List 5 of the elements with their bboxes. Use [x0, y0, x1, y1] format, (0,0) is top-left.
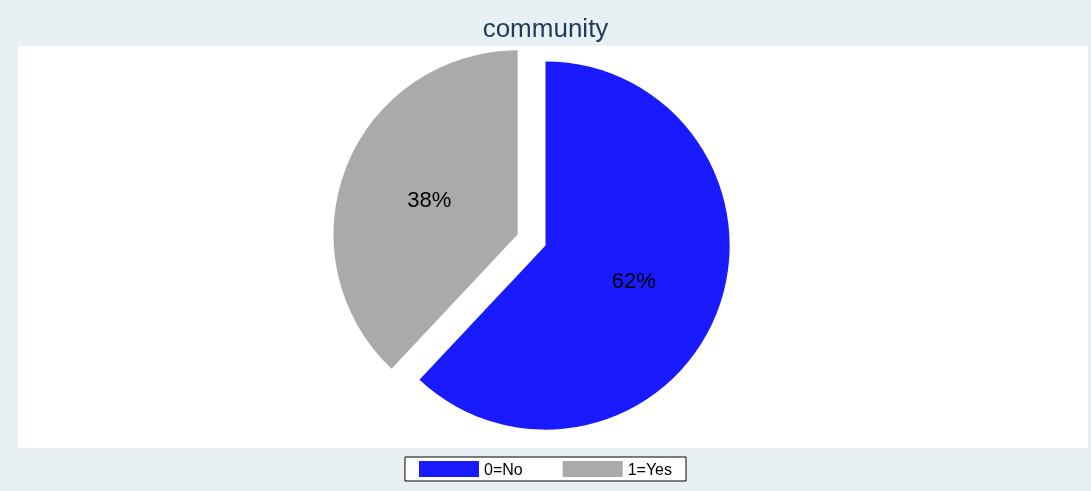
chart-title: community: [482, 13, 609, 43]
legend-label: 0=No: [483, 460, 523, 478]
data-label: 38%: [407, 186, 452, 212]
data-label: 62%: [611, 267, 656, 293]
legend-label: 1=Yes: [627, 460, 673, 478]
